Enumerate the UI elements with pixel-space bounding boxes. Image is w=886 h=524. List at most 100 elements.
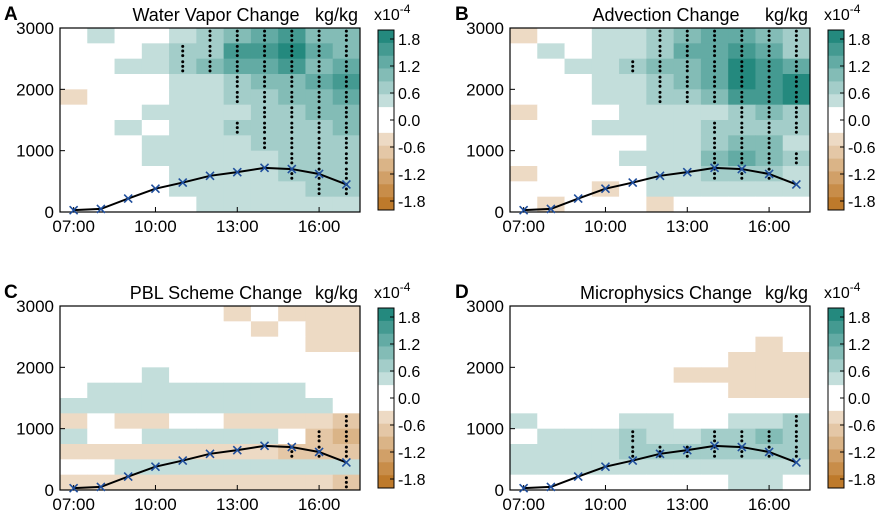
heatmap-cell [332,382,361,399]
significance-dot [740,38,744,42]
significance-dot [235,49,239,53]
significance-dot [290,54,294,58]
heatmap-cell [564,352,593,368]
heatmap-cell [196,306,225,322]
colorbar-tick-label: 1.8 [398,310,420,327]
significance-dot [794,69,798,73]
colorbar: 1.8 1.2 0.6 0.0 -0.6 -1.2 -1.8 x10-4 [374,280,426,489]
significance-dot [713,126,717,130]
heatmap-cell [196,181,225,198]
heatmap-cell [141,74,170,90]
heatmap-cell [60,104,88,121]
heatmap-cell [591,166,620,182]
significance-dot [263,80,267,84]
x-tick-label: 13:00 [216,217,259,236]
heatmap-cell [250,150,279,167]
heatmap-cell [250,444,279,460]
significance-dot [317,84,321,88]
heatmap-cell [510,181,538,198]
heatmap-cell [673,306,702,322]
heatmap-cell [60,474,88,491]
significance-dot [794,60,798,64]
significance-dot [344,130,348,134]
y-tick-label: 3000 [16,19,54,38]
significance-dot [317,80,321,84]
significance-dot [794,106,798,110]
pbl-height-marker [737,164,747,174]
significance-dot [740,439,744,443]
significance-dot [794,49,798,53]
colorbar-segment [828,475,844,489]
heatmap-cell [305,352,334,368]
heatmap-cell [537,306,565,322]
heatmap-cell [564,459,593,476]
significance-dot [767,100,771,104]
heatmap-cell [537,43,565,60]
significance-dot [317,64,321,68]
pbl-height-marker [682,167,692,177]
pbl-height-marker [791,457,801,467]
significance-dot [713,69,717,73]
pbl-height-marker [314,169,324,179]
heatmap-cell [87,321,115,338]
colorbar-segment [828,145,844,159]
significance-dot [631,60,635,64]
heatmap-cell [700,181,729,198]
heatmap-cell [223,321,252,338]
heatmap-cells [60,306,361,491]
significance-dot [208,60,212,64]
significance-dot [685,90,689,94]
heatmap-cell [196,382,225,399]
significance-dot [235,80,239,84]
significance-dot [317,110,321,114]
significance-dot [263,29,267,33]
significance-dot [794,424,798,428]
heatmap-cell [141,196,170,213]
significance-dot [685,34,689,38]
colorbar-exponent-sup: -4 [400,280,411,294]
heatmap-cell [250,413,279,430]
significance-dot [208,64,212,68]
significance-dot [713,80,717,84]
significance-dot [263,34,267,38]
heatmap-cell [755,413,784,430]
y-tick-label: 2000 [16,80,54,99]
significance-dot [794,414,798,418]
heatmap-cell [332,398,361,414]
significance-dot [344,176,348,180]
significance-dot [263,69,267,73]
heatmap-cell [510,196,538,213]
heatmap-cell [87,58,115,75]
colorbar-tick-label: 0.0 [398,113,420,130]
heatmap-cell [87,428,115,445]
heatmap-cell [87,74,115,90]
significance-dot [713,439,717,443]
heatmap-cell [114,398,143,414]
heatmap-cell [537,104,565,121]
heatmap-cell [646,321,675,338]
significance-dot [740,121,744,125]
significance-dot [263,110,267,114]
significance-dot [713,54,717,58]
significance-dot [767,60,771,64]
colorbar-segment [828,346,844,360]
significance-dot [740,44,744,48]
significance-dot [235,44,239,48]
colorbar-segment [828,107,844,121]
heatmap-cell [223,352,252,368]
colorbar-exponent-sup: -4 [400,2,411,16]
y-tick-label: 1000 [16,420,54,439]
significance-dot [740,60,744,64]
significance-dot [290,44,294,48]
colorbar-segment [828,68,844,82]
colorbar-segment [378,398,394,412]
colorbar-segment [378,81,394,95]
significance-dot [263,44,267,48]
significance-dot [208,54,212,58]
heatmap-cell [700,104,729,121]
significance-dot [740,172,744,176]
colorbar: 1.8 1.2 0.6 0.0 -0.6 -1.2 -1.8 x10-4 [824,280,876,489]
significance-dot [767,136,771,140]
heatmap-cell [250,166,279,182]
heatmap-cell [114,306,143,322]
